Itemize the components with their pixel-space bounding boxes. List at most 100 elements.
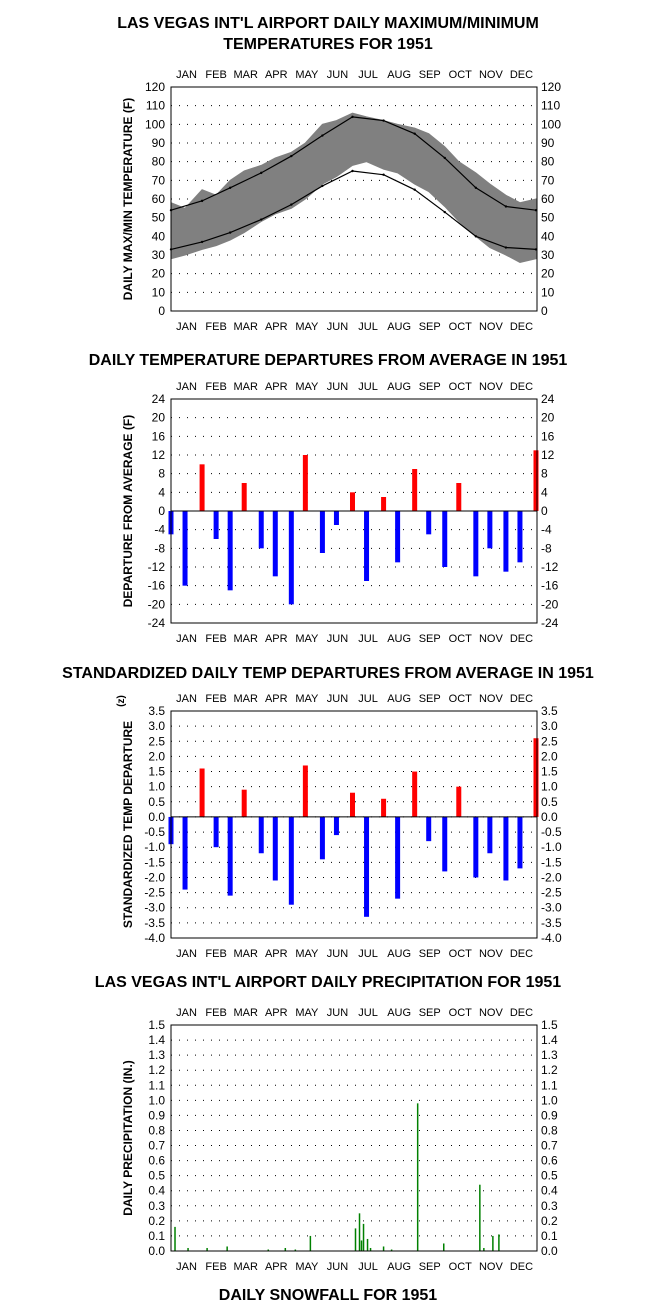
y-tick-label-left: 1.0 bbox=[148, 780, 165, 794]
normal-max-point bbox=[321, 134, 324, 137]
departure-bar bbox=[349, 492, 355, 511]
y-tick-label-left: -1.0 bbox=[144, 840, 165, 854]
departure-bar bbox=[302, 765, 308, 817]
y-tick-label-left: 60 bbox=[152, 192, 166, 206]
y-tick-label-right: -20 bbox=[541, 597, 559, 611]
departure-bar bbox=[319, 511, 325, 553]
normal-min-point bbox=[200, 240, 204, 244]
temps-title-line1: LAS VEGAS INT'L AIRPORT DAILY MAXIMUM/MI… bbox=[117, 15, 539, 32]
precip-bar bbox=[442, 1243, 445, 1251]
y-tick-label-right: -1.5 bbox=[541, 855, 562, 869]
y-tick-label-right: 16 bbox=[541, 429, 555, 443]
departure-bar bbox=[381, 497, 387, 511]
precip-bar bbox=[206, 1247, 208, 1251]
y-tick-label-left: 12 bbox=[152, 448, 166, 462]
y-tick-label-left: -2.5 bbox=[144, 886, 165, 900]
month-label-bottom: APR bbox=[265, 1261, 288, 1273]
y-tick-label-left: 1.5 bbox=[148, 1018, 165, 1032]
month-label-top: AUG bbox=[387, 381, 411, 393]
y-tick-label-left: 30 bbox=[152, 248, 166, 262]
y-tick-label-right: 3.0 bbox=[541, 719, 558, 733]
departure-bar bbox=[533, 738, 539, 817]
month-label-top: MAR bbox=[233, 1007, 258, 1019]
normal-max-point bbox=[504, 205, 508, 208]
departure-bar bbox=[426, 816, 432, 842]
month-label-top: SEP bbox=[419, 381, 441, 393]
month-label-top: APR bbox=[265, 1007, 288, 1019]
departure-bar bbox=[381, 798, 387, 817]
departure-bar bbox=[182, 816, 188, 890]
y-tick-label-left: 3.5 bbox=[148, 704, 165, 718]
y-tick-label-left: 24 bbox=[152, 392, 166, 406]
month-label-bottom: DEC bbox=[510, 321, 533, 333]
y-tick-label-right: 0.4 bbox=[541, 1184, 558, 1198]
precip-bar bbox=[358, 1213, 361, 1251]
month-label-bottom: NOV bbox=[479, 1261, 504, 1273]
month-label-bottom: SEP bbox=[419, 321, 441, 333]
y-tick-label-left: 1.0 bbox=[148, 1093, 165, 1107]
y-tick-label-left: -24 bbox=[148, 616, 166, 630]
departure-bar bbox=[517, 816, 523, 869]
month-label-bottom: JUL bbox=[358, 948, 378, 960]
y-tick-label-left: 1.1 bbox=[148, 1078, 165, 1092]
month-label-bottom: DEC bbox=[510, 633, 533, 645]
y-tick-label-right: 3.5 bbox=[541, 704, 558, 718]
month-label-top: JUL bbox=[358, 1007, 378, 1019]
month-label-bottom: MAR bbox=[233, 1261, 258, 1273]
month-label-bottom: MAR bbox=[233, 633, 258, 645]
y-tick-label-left: 2.0 bbox=[148, 749, 165, 763]
month-label-top: JUL bbox=[358, 693, 378, 705]
departure-bar bbox=[364, 511, 370, 581]
y-tick-label-left: 1.2 bbox=[148, 1063, 165, 1077]
y-tick-label-right: 24 bbox=[541, 392, 555, 406]
month-label-top: JAN bbox=[176, 381, 197, 393]
snowfall-title: DAILY SNOWFALL FOR 1951 bbox=[218, 1287, 438, 1304]
month-label-bottom: JUN bbox=[327, 948, 348, 960]
normal-max-point bbox=[228, 186, 232, 189]
y-tick-label-left: 0.8 bbox=[148, 1123, 165, 1137]
y-tick-label-right: 0.6 bbox=[541, 1154, 558, 1168]
month-label-top: FEB bbox=[205, 1007, 226, 1019]
month-label-top: OCT bbox=[449, 693, 473, 705]
departure-bar bbox=[288, 816, 294, 905]
plot-frame bbox=[170, 86, 538, 312]
y-tick-label-left: -12 bbox=[148, 560, 166, 574]
month-label-top: JUN bbox=[327, 1007, 348, 1019]
precip-bar bbox=[174, 1226, 176, 1251]
y-axis-title: DAILY PRECIPITATION (IN.) bbox=[121, 1060, 135, 1216]
departure-bar bbox=[241, 789, 247, 817]
y-tick-label-right: -8 bbox=[541, 541, 552, 555]
y-tick-label-left: -20 bbox=[148, 597, 166, 611]
month-label-top: DEC bbox=[510, 1007, 533, 1019]
departure-bar bbox=[213, 511, 219, 539]
precip-bar bbox=[369, 1247, 372, 1251]
month-label-bottom: JAN bbox=[176, 948, 197, 960]
month-label-top: APR bbox=[265, 381, 288, 393]
month-label-bottom: JUN bbox=[327, 1261, 348, 1273]
departure-bar bbox=[199, 768, 205, 817]
month-label-bottom: FEB bbox=[205, 948, 226, 960]
month-label-top: JAN bbox=[176, 693, 197, 705]
y-tick-label-right: 0.7 bbox=[541, 1139, 558, 1153]
y-axis-title: STANDARDIZED TEMP DEPARTURE bbox=[121, 721, 135, 928]
departure-bar bbox=[272, 511, 278, 577]
y-tick-label-left: 20 bbox=[152, 267, 166, 281]
chart-panel-4: 0.0 0.00.1 0.10.2 0.20.3 0.30.4 0.40.5 0.50.6 0… bbox=[121, 1007, 558, 1273]
month-label-top: JAN bbox=[176, 69, 197, 81]
chart-panel-1: 0 0 10 10 20 20 30 30 40 40 50 50 60 60 70 70 80 80 90 90 10… bbox=[121, 69, 561, 333]
y-tick-label-right: 120 bbox=[541, 80, 561, 94]
normal-max-point bbox=[290, 154, 293, 158]
month-label-top: SEP bbox=[419, 693, 441, 705]
y-tick-label-right: -3.0 bbox=[541, 901, 562, 915]
departure-bar bbox=[487, 816, 493, 854]
departure-bar bbox=[412, 469, 418, 511]
month-label-top: FEB bbox=[205, 381, 226, 393]
month-label-top: OCT bbox=[449, 381, 473, 393]
y-tick-label-right: 0.8 bbox=[541, 1123, 558, 1137]
month-label-bottom: JUN bbox=[327, 321, 348, 333]
y-tick-label-right: -0.5 bbox=[541, 825, 562, 839]
y-tick-label-right: 0 bbox=[541, 304, 548, 318]
month-label-bottom: JUL bbox=[358, 633, 378, 645]
month-label-top: MAY bbox=[295, 381, 319, 393]
